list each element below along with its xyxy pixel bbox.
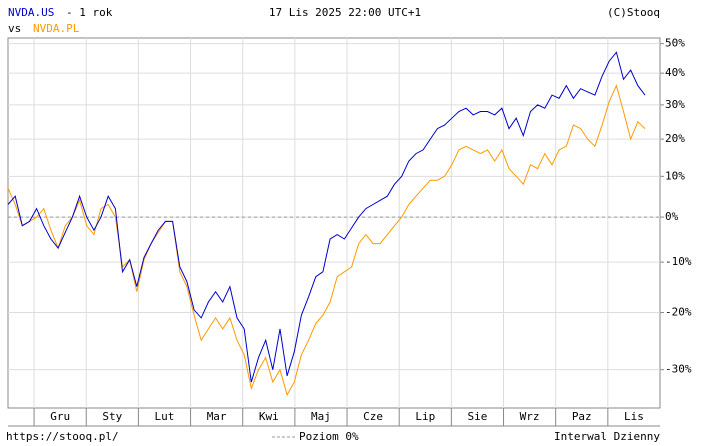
series-1-name: NVDA.PL	[33, 22, 80, 35]
footer-url: https://stooq.pl/	[6, 430, 119, 443]
y-tick-label: 20%	[665, 132, 685, 145]
plot-frame	[7, 37, 661, 409]
period: - 1 rok	[66, 6, 113, 19]
x-tick-label: Lip	[415, 410, 435, 423]
x-tick-label: Paz	[572, 410, 592, 423]
y-tick-label: -10%	[665, 255, 692, 268]
x-tick-label: Lis	[624, 410, 644, 423]
y-tick-label: -20%	[665, 306, 692, 319]
copyright: (C)Stooq	[607, 6, 660, 19]
series-0-name: NVDA.US	[8, 6, 54, 19]
x-tick-label: Mar	[207, 410, 227, 423]
series-line	[7, 84, 646, 397]
x-tick-label: Kwi	[259, 410, 279, 423]
date: 17 Lis 2025 22:00 UTC+1	[269, 6, 421, 19]
x-tick-label: Sty	[102, 410, 122, 423]
y-tick-label: 0%	[665, 210, 679, 223]
x-tick-label: Gru	[50, 410, 70, 423]
footer-interval: Interwal Dzienny	[554, 430, 660, 443]
x-tick-label: Lut	[155, 410, 175, 423]
y-tick-label: 30%	[665, 98, 685, 111]
vs: vs	[8, 22, 21, 35]
y-tick-label: 50%	[665, 37, 685, 50]
y-tick-label: 40%	[665, 66, 685, 79]
x-tick-label: Wrz	[520, 410, 540, 423]
x-tick-label: Sie	[468, 410, 488, 423]
y-tick-label: -30%	[665, 363, 692, 376]
x-tick-label: Cze	[363, 410, 383, 423]
x-tick-label: Maj	[311, 410, 331, 423]
series-line	[7, 51, 646, 383]
y-tick-label: 10%	[665, 169, 685, 182]
reference-label: Poziom 0%	[299, 430, 359, 443]
